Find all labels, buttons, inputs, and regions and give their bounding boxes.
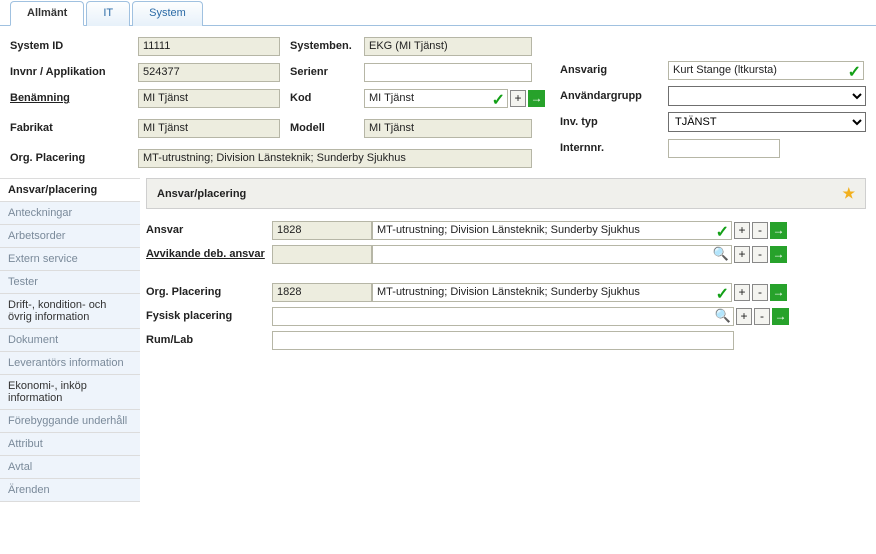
rum-input[interactable] — [272, 331, 734, 350]
panel-title: Ansvar/placering — [157, 188, 246, 200]
label-anvandargrupp: Användargrupp — [560, 90, 668, 102]
label-ansvarig: Ansvarig — [560, 64, 668, 76]
check-icon: ✓ — [848, 62, 861, 82]
invnr-input[interactable] — [138, 63, 280, 82]
fabrikat-input[interactable] — [138, 119, 280, 138]
search-icon[interactable]: 🔍 — [715, 308, 731, 324]
sidebar-item-tester[interactable]: Tester — [0, 271, 140, 294]
label-avvikande: Avvikande deb. ansvar — [146, 248, 272, 260]
label-org-placering: Org. Placering — [10, 152, 138, 164]
kod-input[interactable] — [364, 89, 508, 108]
label-fabrikat: Fabrikat — [10, 122, 138, 134]
sidebar-item-drift[interactable]: Drift-, kondition- och övrig information — [0, 294, 140, 329]
sidebar-item-ekonomi[interactable]: Ekonomi-, inköp information — [0, 375, 140, 410]
ansvar-minus-button[interactable]: - — [752, 222, 768, 239]
sidebar-item-avtal[interactable]: Avtal — [0, 456, 140, 479]
sidebar-item-leverantor[interactable]: Leverantörs information — [0, 352, 140, 375]
panel-header: Ansvar/placering ★ — [146, 178, 866, 209]
form-area: System ID Systemben. Invnr / Applikation… — [0, 26, 876, 178]
tab-it[interactable]: IT — [86, 1, 130, 26]
invtyp-select[interactable]: TJÄNST — [668, 112, 866, 132]
ansvarig-input[interactable] — [668, 61, 864, 80]
org-plus-button[interactable]: + — [734, 284, 750, 301]
modell-input[interactable] — [364, 119, 532, 138]
label-serienr: Serienr — [284, 66, 364, 78]
label-org-placering-panel: Org. Placering — [146, 286, 272, 298]
fysisk-arrow-button[interactable]: → — [772, 308, 789, 325]
org-minus-button[interactable]: - — [752, 284, 768, 301]
label-invnr: Invnr / Applikation — [10, 66, 138, 78]
label-kod: Kod — [284, 92, 364, 104]
sidebar-item-dokument[interactable]: Dokument — [0, 329, 140, 352]
main-tabs: Allmänt IT System — [0, 0, 876, 26]
kod-plus-button[interactable]: + — [510, 90, 526, 107]
tab-system[interactable]: System — [132, 1, 203, 26]
org-desc-input[interactable] — [372, 283, 732, 302]
tab-allmant[interactable]: Allmänt — [10, 1, 84, 26]
sidebar-item-arenden[interactable]: Ärenden — [0, 479, 140, 502]
system-id-input[interactable] — [138, 37, 280, 56]
check-icon: ✓ — [492, 90, 505, 110]
fysisk-plus-button[interactable]: + — [736, 308, 752, 325]
org-placering-input[interactable] — [138, 149, 532, 168]
sidebar-item-attribut[interactable]: Attribut — [0, 433, 140, 456]
serienr-input[interactable] — [364, 63, 532, 82]
anvandargrupp-select[interactable] — [668, 86, 866, 106]
fysisk-minus-button[interactable]: - — [754, 308, 770, 325]
internnr-input[interactable] — [668, 139, 780, 158]
panel: Ansvar/placering ★ Ansvar ✓ + - → Avvika… — [140, 178, 866, 502]
avvikande-code-input[interactable] — [272, 245, 372, 264]
label-systemben: Systemben. — [284, 40, 364, 52]
org-code-input[interactable] — [272, 283, 372, 302]
sidebar-item-extern[interactable]: Extern service — [0, 248, 140, 271]
ansvar-arrow-button[interactable]: → — [770, 222, 787, 239]
ansvar-plus-button[interactable]: + — [734, 222, 750, 239]
sidebar-item-anteckningar[interactable]: Anteckningar — [0, 202, 140, 225]
label-invtyp: Inv. typ — [560, 116, 668, 128]
avvikande-plus-button[interactable]: + — [734, 246, 750, 263]
label-internnr: Internnr. — [560, 142, 668, 154]
label-ansvar: Ansvar — [146, 224, 272, 236]
label-system-id: System ID — [10, 40, 138, 52]
benamning-input[interactable] — [138, 89, 280, 108]
sidebar-item-arbetsorder[interactable]: Arbetsorder — [0, 225, 140, 248]
org-arrow-button[interactable]: → — [770, 284, 787, 301]
avvikande-desc-input[interactable] — [372, 245, 732, 264]
label-benamning: Benämning — [10, 92, 138, 104]
label-modell: Modell — [284, 122, 364, 134]
check-icon: ✓ — [716, 222, 729, 242]
avvikande-arrow-button[interactable]: → — [770, 246, 787, 263]
ansvar-code-input[interactable] — [272, 221, 372, 240]
sidebar-item-ansvar[interactable]: Ansvar/placering — [0, 179, 140, 202]
avvikande-minus-button[interactable]: - — [752, 246, 768, 263]
label-rum: Rum/Lab — [146, 334, 272, 346]
star-icon[interactable]: ★ — [842, 185, 855, 202]
kod-arrow-button[interactable]: → — [528, 90, 545, 107]
label-fysisk: Fysisk placering — [146, 310, 272, 322]
search-icon[interactable]: 🔍 — [713, 246, 729, 262]
sidebar-item-forebyggande[interactable]: Förebyggande underhåll — [0, 410, 140, 433]
side-nav: Ansvar/placering Anteckningar Arbetsorde… — [0, 178, 140, 502]
check-icon: ✓ — [716, 284, 729, 304]
ansvar-desc-input[interactable] — [372, 221, 732, 240]
fysisk-input[interactable] — [272, 307, 734, 326]
systemben-input[interactable] — [364, 37, 532, 56]
